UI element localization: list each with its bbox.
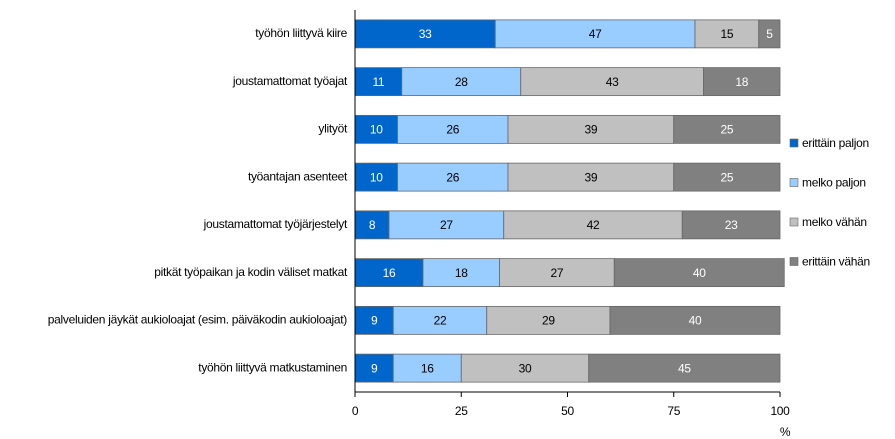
bar-segment xyxy=(354,162,398,192)
bar-segment xyxy=(499,258,615,288)
legend-label: melko paljon xyxy=(802,176,866,190)
x-tick-label: 75 xyxy=(667,404,680,418)
value-label: 11 xyxy=(372,75,384,89)
category-label: työhön liittyvä kiire xyxy=(255,26,347,40)
value-label: 18 xyxy=(735,75,748,89)
bar-segment xyxy=(397,114,509,144)
value-label: 22 xyxy=(434,314,447,328)
value-label: 8 xyxy=(369,218,376,232)
bar-segment xyxy=(494,19,696,49)
legend-swatch xyxy=(789,138,799,148)
value-label: 10 xyxy=(370,170,383,184)
bar-segment xyxy=(758,19,781,49)
value-label: 30 xyxy=(519,361,532,375)
category-label: työhön liittyvä matkustaminen xyxy=(198,360,347,374)
bar-segment xyxy=(609,305,781,335)
value-label: 27 xyxy=(440,218,453,232)
bar-segment xyxy=(392,305,488,335)
bar-segment xyxy=(673,114,781,144)
value-label: 40 xyxy=(693,266,706,280)
bar-segment xyxy=(507,162,675,192)
value-label: 9 xyxy=(371,314,378,328)
value-label: 9 xyxy=(371,361,378,375)
legend-label: erittäin vähän xyxy=(802,255,870,269)
bar-segment xyxy=(613,258,785,288)
bar-segment xyxy=(486,305,611,335)
value-label: 5 xyxy=(766,27,773,41)
legend-swatch xyxy=(789,257,799,266)
category-label: joustamattomat työjärjestelyt xyxy=(203,217,348,231)
bar-segment xyxy=(392,353,462,383)
legend-swatch xyxy=(789,217,799,227)
value-label: 23 xyxy=(725,218,738,232)
bar-segment xyxy=(422,258,500,288)
category-label: pitkät työpaikan ja kodin väliset matkat xyxy=(154,265,348,279)
value-label: 10 xyxy=(370,123,383,137)
bar-segment xyxy=(460,353,590,383)
bar-segment xyxy=(354,305,394,335)
legend-swatch xyxy=(789,178,799,187)
x-tick-label: 25 xyxy=(455,404,468,418)
value-label: 42 xyxy=(587,218,600,232)
value-label: 45 xyxy=(678,361,691,375)
category-label: joustamattomat työajat xyxy=(232,74,348,88)
value-label: 47 xyxy=(589,27,602,41)
value-label: 26 xyxy=(446,170,459,184)
bar-segment xyxy=(388,210,505,240)
value-label: 16 xyxy=(383,266,396,280)
value-label: 27 xyxy=(551,266,564,280)
bar-segment xyxy=(703,67,781,97)
category-label: työantajan asenteet xyxy=(248,169,348,183)
category-label: palveluiden jäykät aukioloajat (esim. pä… xyxy=(48,313,348,327)
value-label: 25 xyxy=(721,123,734,137)
bar-segment xyxy=(354,19,496,49)
x-tick-label: 0 xyxy=(352,404,359,418)
bar-segment xyxy=(588,353,781,383)
bar-segment xyxy=(694,19,760,49)
value-label: 26 xyxy=(446,123,459,137)
x-axis-label: % xyxy=(780,425,791,439)
bar-segment xyxy=(354,67,403,97)
value-label: 18 xyxy=(455,266,468,280)
x-tick-label: 50 xyxy=(561,404,574,418)
bar-segment xyxy=(520,67,704,97)
bar-segment xyxy=(507,114,675,144)
bar-segment xyxy=(681,210,781,240)
bar-segment xyxy=(673,162,781,192)
legend-label: erittäin paljon xyxy=(802,136,869,150)
value-label: 29 xyxy=(542,314,555,328)
bar-segment xyxy=(503,210,683,240)
value-label: 39 xyxy=(585,170,598,184)
legend-label: melko vähän xyxy=(802,215,867,229)
x-tick-label: 100 xyxy=(770,404,790,418)
value-label: 40 xyxy=(689,314,702,328)
value-label: 25 xyxy=(721,170,734,184)
bar-segment xyxy=(401,67,522,97)
value-label: 43 xyxy=(606,75,619,89)
category-label: ylityöt xyxy=(318,122,348,136)
value-label: 39 xyxy=(585,123,598,137)
value-label: 33 xyxy=(419,27,432,41)
value-label: 28 xyxy=(455,75,468,89)
value-label: 16 xyxy=(421,361,434,375)
value-label: 15 xyxy=(721,27,734,41)
bar-segment xyxy=(397,162,509,192)
